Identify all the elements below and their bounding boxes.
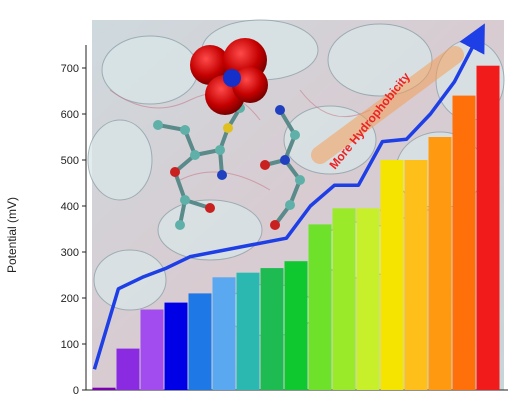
bar	[356, 208, 380, 390]
bar	[164, 302, 188, 390]
y-tick-label: 100	[61, 339, 79, 351]
bar	[92, 387, 116, 390]
y-axis: 0 100 200 300 400 500 600 700	[61, 45, 87, 397]
bar	[404, 160, 428, 390]
bar	[308, 224, 332, 390]
y-axis-label: Potential (mV)	[5, 197, 19, 273]
bars	[92, 65, 500, 390]
y-tick-label: 500	[61, 155, 79, 167]
bar	[116, 348, 140, 390]
space-filling-molecule	[190, 38, 268, 115]
y-tick-label: 700	[61, 63, 79, 75]
bar	[140, 309, 164, 390]
y-ticks: 0 100 200 300 400 500 600 700	[61, 63, 86, 397]
y-tick-label: 600	[61, 109, 79, 121]
bar	[236, 272, 260, 390]
bar	[188, 293, 212, 390]
bar	[284, 261, 308, 390]
y-tick-label: 0	[73, 385, 79, 397]
bar	[428, 137, 452, 390]
bar	[452, 95, 476, 390]
bar	[476, 65, 500, 390]
trend-arrow	[92, 23, 485, 370]
y-tick-label: 400	[61, 201, 79, 213]
bar	[212, 277, 236, 390]
y-tick-label: 300	[61, 247, 79, 259]
bar	[332, 208, 356, 390]
y-tick-label: 200	[61, 293, 79, 305]
bar	[260, 268, 284, 390]
molecule-atoms	[153, 103, 305, 230]
bar	[380, 160, 404, 390]
